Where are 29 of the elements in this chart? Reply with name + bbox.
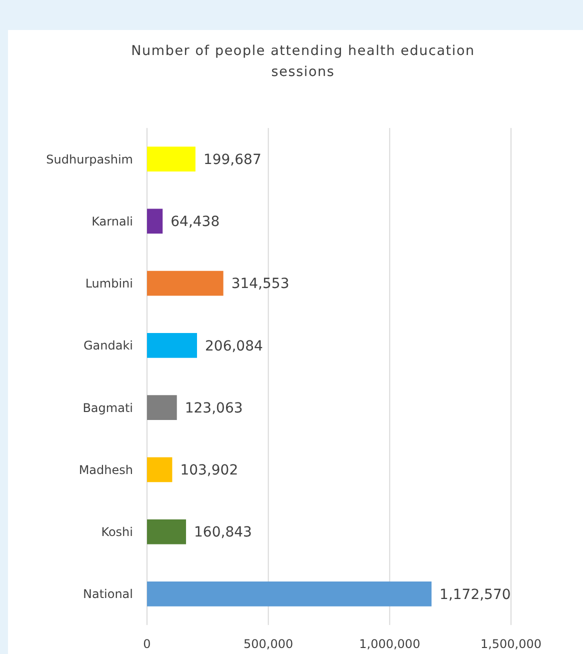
chart-title: Number of people attending health education sessions [131,43,475,80]
data-label: 314,553 [231,276,290,292]
x-tick-label: 0 [143,637,151,651]
data-label: 103,902 [180,462,238,479]
bar [147,208,163,234]
data-label: 160,843 [194,524,252,541]
y-tick-label: Gandaki [83,338,133,353]
y-tick-label: Karnali [92,214,133,228]
bar [147,457,172,482]
data-label: 123,063 [184,400,243,416]
y-tick-label: Bagmati [82,400,133,415]
y-tick-label: Sudhurpashim [46,152,133,166]
bar [147,270,224,296]
data-label: 206,084 [205,338,263,354]
y-tick-label: Koshi [101,525,133,540]
bar [147,582,432,606]
y-tick-label: National [82,587,133,602]
bar [147,395,177,420]
y-tick-label: Lumbini [85,276,133,291]
data-label: 199,687 [203,152,262,168]
bar [147,146,196,172]
bar [147,333,198,358]
data-label: 1,172,570 [440,586,511,603]
x-tick-label: 500,000 [244,637,294,651]
x-tick-label: 1,000,000 [359,637,420,651]
x-tick-label: 1,500,000 [480,637,542,651]
y-tick-label: Madhesh [78,462,133,477]
bar [147,519,186,544]
data-label: 64,438 [170,214,220,230]
